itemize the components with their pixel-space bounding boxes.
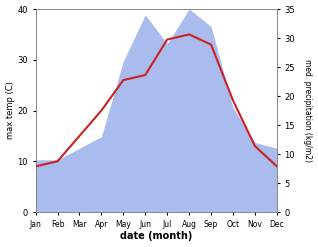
X-axis label: date (month): date (month) [120,231,192,242]
Y-axis label: med. precipitation (kg/m2): med. precipitation (kg/m2) [303,59,313,162]
Y-axis label: max temp (C): max temp (C) [5,82,15,140]
